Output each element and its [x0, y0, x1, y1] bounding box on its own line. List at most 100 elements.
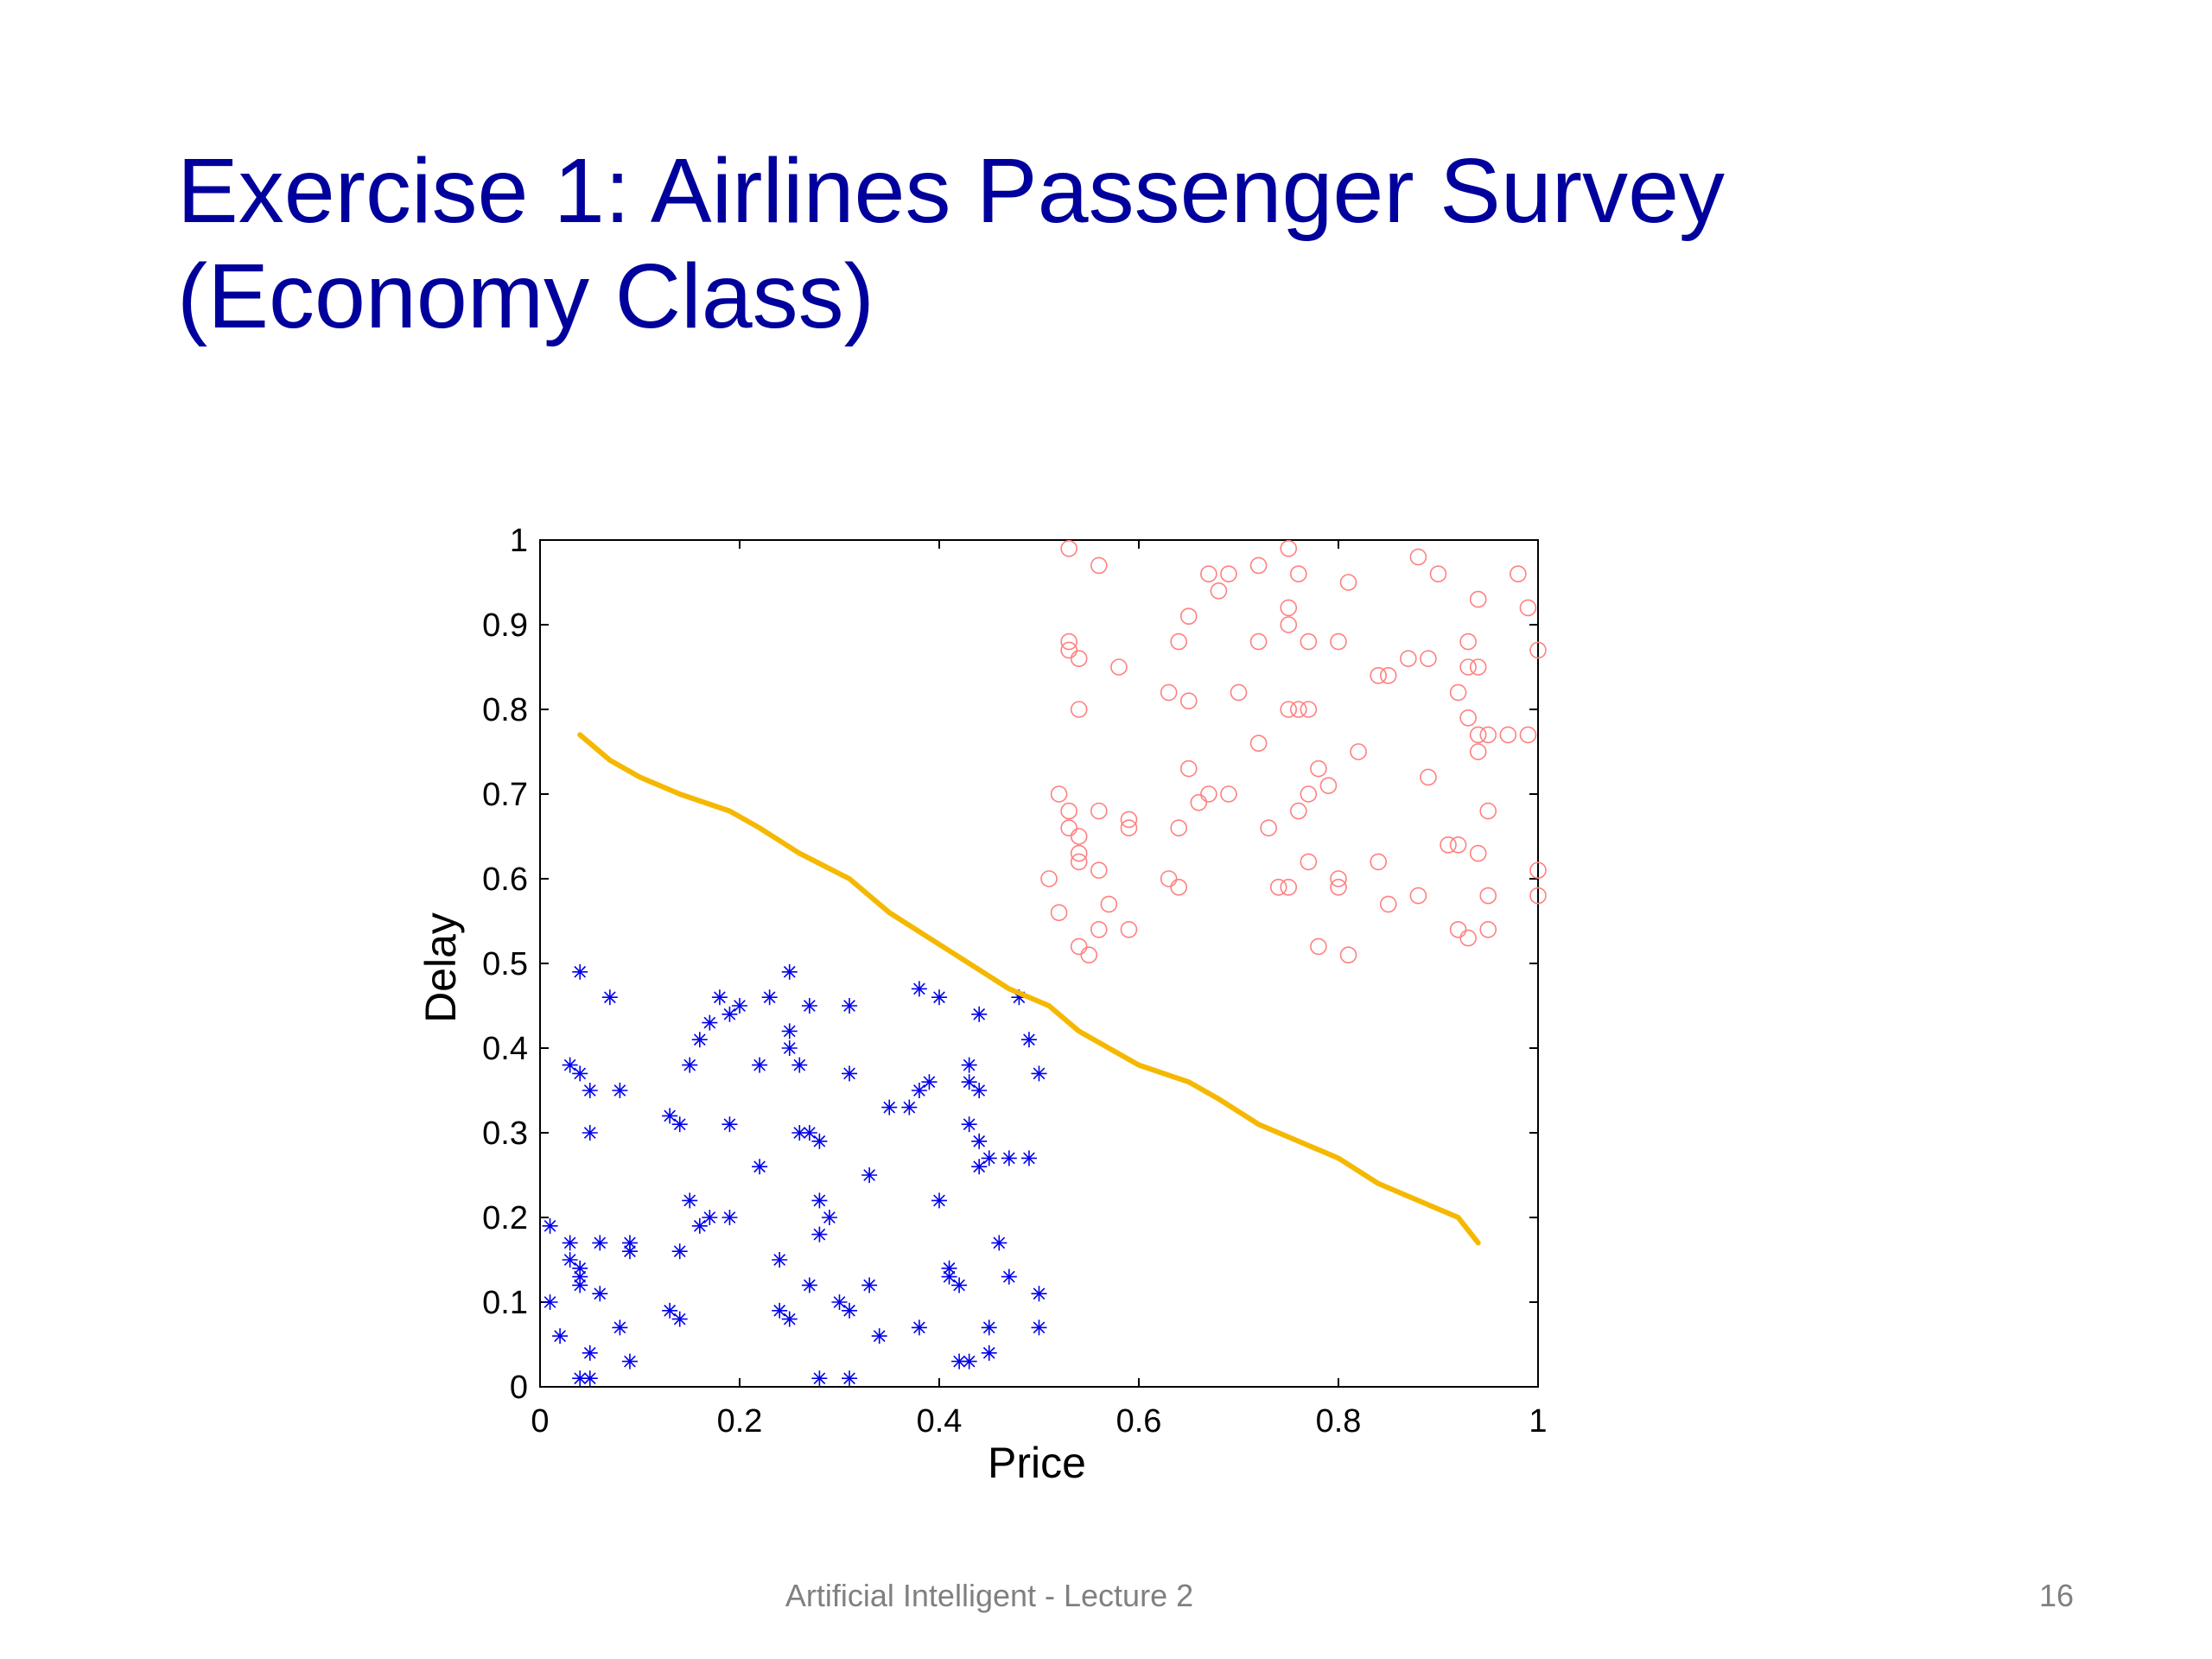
circle-point: [1440, 836, 1457, 854]
circle-point: [1280, 616, 1298, 633]
star-point: [861, 1277, 878, 1294]
star-point: [621, 1243, 638, 1260]
circle-point: [1050, 904, 1068, 921]
circle-point: [1370, 853, 1387, 871]
circle-point: [1170, 879, 1187, 896]
circle-point: [1519, 599, 1537, 617]
star-point: [1031, 1286, 1047, 1302]
circle-point: [1420, 768, 1437, 786]
circle-point: [1300, 701, 1318, 718]
circle-point: [1280, 599, 1298, 617]
star-point: [562, 1057, 578, 1073]
x-tick-label: 0.8: [1316, 1403, 1362, 1440]
y-tick-label: 0.9: [482, 607, 528, 644]
star-point: [1020, 1150, 1037, 1166]
circle-point: [1469, 726, 1487, 744]
x-tick-label: 0.2: [717, 1403, 763, 1440]
circle-point: [1170, 819, 1187, 837]
circle-point: [1420, 650, 1437, 668]
star-point: [671, 1116, 688, 1133]
star-point: [831, 1294, 848, 1310]
circle-point: [1319, 777, 1338, 795]
star-point: [842, 1370, 858, 1387]
circle-point: [1280, 701, 1298, 718]
star-point: [691, 1217, 708, 1234]
circle-point: [1269, 879, 1287, 896]
circle-point: [1120, 819, 1138, 837]
y-tick-label: 0.5: [482, 946, 528, 982]
star-point: [711, 989, 728, 1006]
star-point: [781, 963, 798, 980]
star-point: [871, 1328, 887, 1344]
circle-point: [1110, 658, 1128, 676]
circle-point: [1160, 683, 1178, 702]
y-tick-label: 0.7: [482, 777, 528, 813]
circle-point: [1300, 785, 1318, 803]
title-line-2: (Economy Class): [177, 245, 874, 347]
star-point: [691, 1032, 708, 1048]
y-tick-label: 1: [510, 523, 528, 559]
circle-point: [1469, 844, 1487, 862]
star-point: [682, 1192, 698, 1209]
circle-point: [1469, 743, 1487, 760]
star-point: [612, 1083, 628, 1098]
circle-point: [1210, 582, 1228, 600]
circle-point: [1160, 870, 1178, 887]
star-point: [582, 1083, 598, 1098]
circle-point: [1070, 650, 1088, 668]
star-point: [562, 1235, 578, 1251]
circle-point: [1350, 743, 1367, 760]
decision-boundary-line: [577, 732, 1481, 1246]
circle-point: [1220, 565, 1237, 583]
star-point: [662, 1302, 678, 1319]
star-point: [791, 1057, 808, 1073]
circle-point: [1090, 802, 1108, 820]
circle-point: [1190, 793, 1208, 811]
circle-point: [1379, 895, 1397, 913]
circle-point: [1080, 946, 1098, 963]
star-point: [671, 1243, 688, 1260]
star-point: [981, 1150, 997, 1166]
circle-point: [1050, 785, 1068, 803]
circle-point: [1459, 929, 1477, 947]
star-point: [732, 998, 747, 1014]
circle-point: [1469, 590, 1487, 608]
star-point: [752, 1057, 768, 1073]
circle-point: [1060, 632, 1077, 651]
star-point: [801, 998, 817, 1014]
circle-point: [1339, 946, 1357, 963]
y-tick-label: 0.2: [482, 1200, 528, 1236]
star-point: [971, 1159, 988, 1175]
star-point: [781, 1311, 798, 1327]
circle-point: [1280, 879, 1298, 896]
circle-point: [1499, 726, 1517, 744]
star-point: [721, 1006, 738, 1022]
y-tick-label: 0.6: [482, 861, 528, 898]
circle-point: [1249, 632, 1268, 651]
y-tick-label: 0.4: [482, 1031, 528, 1067]
star-point: [621, 1235, 638, 1251]
star-point: [971, 1006, 988, 1022]
star-point: [941, 1268, 957, 1285]
circle-point: [1090, 556, 1108, 575]
circle-point: [1060, 539, 1077, 557]
circle-point: [1519, 726, 1537, 744]
star-point: [971, 1133, 988, 1149]
star-point: [931, 989, 947, 1006]
circle-point: [1290, 802, 1307, 820]
circle-point: [1170, 632, 1187, 651]
star-point: [702, 1014, 718, 1031]
star-point: [562, 1252, 578, 1268]
star-point: [721, 1116, 738, 1133]
star-point: [801, 1125, 817, 1141]
star-point: [911, 1083, 927, 1098]
circle-point: [1300, 853, 1318, 871]
circle-point: [1370, 666, 1387, 684]
circle-point: [1459, 632, 1477, 651]
star-point: [1001, 1268, 1017, 1285]
star-point: [801, 1277, 817, 1294]
circle-point: [1339, 574, 1357, 591]
star-point: [671, 1311, 688, 1327]
star-point: [842, 1302, 858, 1319]
